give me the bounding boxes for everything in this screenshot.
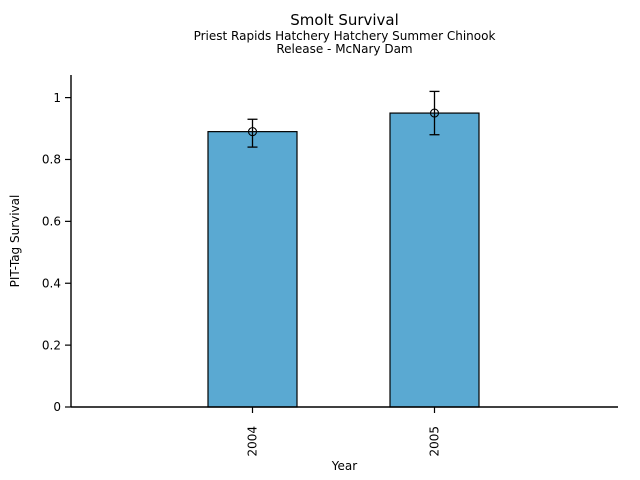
- bar-2004: [207, 131, 298, 408]
- y-tick-label-0.2: 0.2: [42, 338, 61, 352]
- y-tick-label-1: 1: [53, 91, 61, 105]
- y-tick-label-0.4: 0.4: [42, 276, 61, 290]
- chart-subtitle-line2: Release - McNary Dam: [276, 42, 413, 56]
- y-tick-label-0: 0: [53, 400, 61, 414]
- x-tick-label-2004: 2004: [246, 426, 260, 457]
- point-marker-2005: [429, 108, 440, 118]
- chart-subtitle-line1: Priest Rapids Hatchery Hatchery Summer C…: [193, 29, 496, 43]
- point-marker-2004: [247, 127, 258, 137]
- chart-title: Smolt Survival: [290, 11, 399, 29]
- y-tick-label-0.8: 0.8: [42, 153, 61, 167]
- x-axis-label: Year: [331, 459, 358, 473]
- y-tick-label-0.6: 0.6: [42, 215, 61, 229]
- bar-2005: [389, 112, 480, 408]
- x-tick-label-2005: 2005: [428, 426, 442, 457]
